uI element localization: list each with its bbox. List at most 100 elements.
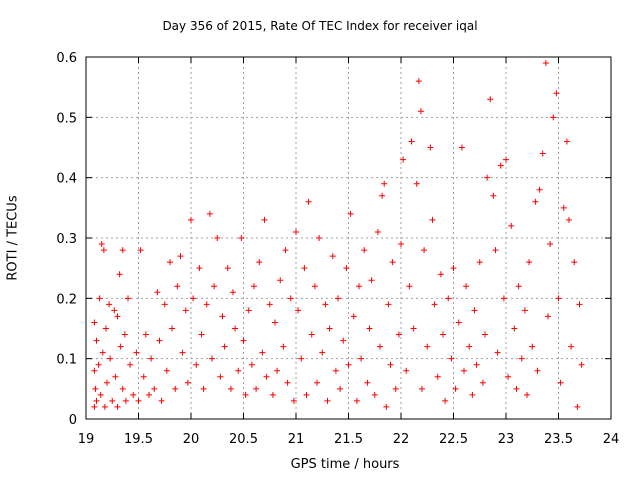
data-point <box>560 204 567 211</box>
x-tick-label: 19 <box>78 432 95 447</box>
data-point <box>413 180 420 187</box>
data-point <box>245 307 252 314</box>
data-point <box>437 271 444 278</box>
y-tick-label: 0.3 <box>56 232 77 247</box>
data-point <box>303 391 310 398</box>
data-point <box>200 385 207 392</box>
data-point <box>497 162 504 169</box>
data-point <box>492 247 499 254</box>
x-tick-label: 21 <box>288 432 305 447</box>
data-point <box>518 355 525 362</box>
data-point <box>521 307 528 314</box>
data-point <box>319 349 326 356</box>
data-point <box>455 319 462 326</box>
y-tick-label: 0 <box>69 413 77 428</box>
x-tick-label: 19.5 <box>124 432 153 447</box>
data-point <box>440 331 446 338</box>
y-tick-label: 0.5 <box>56 111 77 126</box>
data-point <box>127 361 134 368</box>
data-point <box>96 295 103 302</box>
data-point <box>104 379 110 386</box>
data-point <box>290 397 297 404</box>
data-point <box>280 343 287 350</box>
x-tick-label: 23.5 <box>544 432 573 447</box>
data-point <box>293 228 299 235</box>
data-point <box>442 397 449 404</box>
data-point <box>251 283 257 290</box>
data-point <box>112 373 119 380</box>
data-point <box>329 253 336 260</box>
data-point <box>305 198 312 205</box>
data-point <box>452 385 459 392</box>
data-point <box>434 373 441 380</box>
data-point <box>259 349 266 356</box>
data-point <box>371 391 378 398</box>
data-point <box>125 295 131 302</box>
data-point <box>217 373 224 380</box>
data-point <box>316 235 323 241</box>
data-point <box>448 355 455 362</box>
data-point <box>263 373 270 380</box>
data-point <box>287 295 294 302</box>
data-point <box>392 385 399 392</box>
data-point <box>227 385 234 392</box>
data-point <box>298 355 305 362</box>
data-point <box>505 373 512 380</box>
data-point <box>332 367 339 374</box>
data-point <box>524 391 530 398</box>
data-point <box>387 361 394 368</box>
data-point <box>479 379 486 386</box>
data-point <box>253 385 260 392</box>
data-point <box>188 216 194 223</box>
data-point <box>91 319 98 326</box>
data-point <box>206 210 213 217</box>
data-point <box>347 210 354 217</box>
data-point <box>261 216 268 223</box>
data-point <box>314 379 320 386</box>
data-point <box>167 259 173 266</box>
data-point <box>158 397 165 404</box>
data-point <box>466 343 473 350</box>
data-point <box>179 349 186 356</box>
y-tick-label: 0.2 <box>56 292 77 307</box>
data-point <box>190 295 197 302</box>
x-tick-label: 23 <box>498 432 515 447</box>
data-point <box>324 397 331 404</box>
data-point <box>421 247 428 254</box>
data-point <box>458 144 465 151</box>
data-point <box>232 325 239 332</box>
data-point <box>445 295 452 302</box>
data-point <box>574 403 581 410</box>
data-point <box>335 295 341 302</box>
data-point <box>203 301 210 308</box>
data-point <box>356 283 362 290</box>
data-point <box>550 114 557 121</box>
data-point <box>410 325 417 332</box>
data-point <box>398 241 404 248</box>
x-tick-label: 22 <box>393 432 410 447</box>
data-point <box>508 222 515 229</box>
data-point <box>476 259 483 266</box>
data-point <box>571 259 578 266</box>
data-point <box>140 373 147 380</box>
data-point <box>427 144 434 151</box>
data-point <box>557 379 564 386</box>
data-point <box>169 325 176 332</box>
data-point <box>114 313 121 320</box>
data-point <box>471 307 478 314</box>
x-tick-label: 20.5 <box>229 432 258 447</box>
data-point <box>114 403 121 410</box>
data-point <box>95 361 102 368</box>
data-point <box>490 192 497 199</box>
data-point <box>389 259 396 266</box>
data-point <box>555 295 562 302</box>
x-tick-label: 20 <box>183 432 200 447</box>
data-point <box>101 403 108 410</box>
data-point <box>395 331 402 338</box>
data-point <box>238 235 245 241</box>
x-tick-label: 24 <box>603 432 620 447</box>
data-point <box>224 265 231 272</box>
y-axis-label: ROTI / TECUs <box>5 195 21 281</box>
data-point <box>93 397 100 404</box>
data-point <box>511 325 518 332</box>
